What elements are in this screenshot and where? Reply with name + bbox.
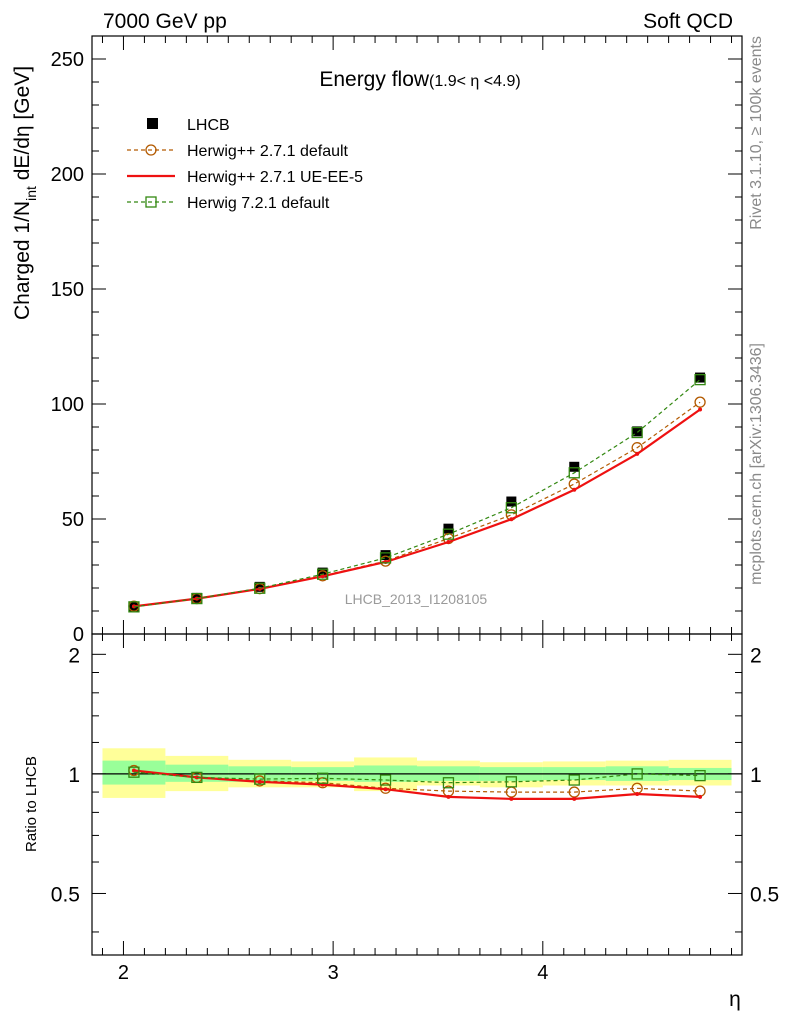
lhcb-data-point-9 [695,372,706,383]
y-title-main: Charged 1/N [11,201,34,320]
ratio-point-herwig7-7 [568,774,580,786]
lhcb-data-point-2 [254,581,265,592]
main-point-herwig7-8 [631,426,643,439]
ratio-point-herwigpp-ueee5-5 [446,794,451,799]
main-point-herwig7-9 [694,373,706,386]
main-point-herwig7-3 [316,568,329,580]
ratio-point-herwigpp-ueee5-8 [635,791,640,796]
ratio-point-herwig7-4 [379,774,392,786]
main-point-herwigpp-ueee5-7 [572,487,577,492]
ratio-point-herwig7-2 [254,773,266,785]
main-point-herwigpp-ueee5-9 [698,407,703,412]
main-point-herwigpp-ueee5-3 [320,574,325,579]
ratio-y-tick-label-left-2: 2 [68,644,80,667]
ratio-point-herwigpp-ueee5-2 [257,779,262,784]
main-point-herwig7-5 [442,528,455,540]
legend-label-herwig7: Herwig 7.2.1 default [187,195,330,212]
main-point-herwigpp-ueee5-8 [635,451,640,456]
ratio-point-herwig7-1 [191,771,203,784]
ratio-y-tick-label-right-2: 2 [750,644,762,667]
legend: LHCB Herwig++ 2.7.1 default Herwig++ 2.7… [127,117,363,212]
ratio-y-tick-label-left-1: 1 [68,764,80,787]
main-y-tick-label-3: 150 [51,279,84,301]
main-point-herwigpp-default-9 [694,396,706,408]
legend-label-herwigpp-ueee5: Herwig++ 2.7.1 UE-EE-5 [187,169,363,186]
main-line-herwigpp-default [133,401,701,607]
main-line-herwig7 [133,379,701,608]
ratio-point-herwig7-9 [694,769,706,782]
ratio-point-herwigpp-ueee5-0 [131,768,136,773]
legend-marker-lhcb [147,118,158,129]
main-y-tick-label-0: 0 [73,624,84,646]
lhcb-data-point-7 [569,461,580,472]
lhcb-data-point-6 [506,496,517,507]
mcplots-label: mcplots.cern.ch [arXiv:1306.3436] [748,343,765,585]
lhcb-data-point-3 [317,567,328,578]
legend-label-lhcb: LHCB [187,117,230,134]
axes-layer: 0 50 100 150 200 250 2 3 4 0.5 0.5 1 1 2 2 [51,35,779,984]
legend-marker-herwigpp-default [145,144,157,156]
ratio-y-axis-title: Ratio to LHCB [23,756,40,852]
header-right: Soft QCD [643,10,733,33]
analysis-watermark: LHCB_2013_I1208105 [345,591,488,607]
plot-title-range: (1.9< η <4.9) [429,73,521,90]
rivet-label: Rivet 3.1.10, ≥ 100k events [748,36,765,230]
x-tick-label-0: 2 [118,962,129,984]
ratio-point-herwigpp-ueee5-4 [383,787,388,792]
ratio-line-herwigpp-ueee5 [133,769,701,801]
ratio-point-herwig7-3 [316,772,329,784]
main-point-herwig7-6 [505,502,518,514]
lhcb-data-point-8 [632,426,643,437]
ratio-point-herwig7-8 [631,768,643,780]
ratio-point-herwigpp-ueee5-6 [509,796,514,801]
y-title-tail: dE/dη [GeV] [11,66,34,186]
main-line-herwigpp-ueee5 [133,408,701,608]
main-panel-layer [128,372,706,613]
header-left: 7000 GeV pp [103,10,227,33]
legend-marker-herwig7 [145,196,157,208]
main-point-herwigpp-ueee5-6 [509,517,514,522]
ratio-y-tick-label-right-1: 1 [750,764,762,787]
ratio-panel-layer [92,748,742,801]
main-y-tick-label-1: 50 [62,509,84,531]
plot-title: Energy flow(1.9< η <4.9) [319,68,520,91]
ratio-point-herwig7-0 [128,766,140,778]
lhcb-data-point-4 [380,550,391,561]
plot-title-main: Energy flow [319,68,430,91]
main-y-axis-title: Charged 1/Nint dE/dη [GeV] [11,66,39,320]
main-point-herwigpp-ueee5-5 [446,540,451,544]
ratio-point-herwigpp-ueee5-7 [572,796,577,801]
main-y-tick-label-4: 200 [51,164,84,186]
main-y-tick-label-5: 250 [51,49,84,71]
main-point-herwig7-4 [379,552,392,564]
ratio-y-tick-label-left-0: 0.5 [51,883,80,906]
ratio-y-tick-label-right-0: 0.5 [750,883,779,906]
main-point-herwig7-1 [191,592,203,605]
ratio-point-herwig7-5 [442,777,455,789]
main-point-herwig7-2 [254,582,266,594]
ratio-line-herwig7 [133,771,701,784]
legend-label-herwigpp-default: Herwig++ 2.7.1 default [187,143,349,160]
main-point-herwig7-0 [128,601,140,613]
ratio-point-herwigpp-ueee5-9 [698,794,703,799]
ratio-point-herwig7-6 [505,776,518,788]
x-axis-title: η [729,988,741,1011]
x-tick-label-1: 3 [328,962,339,984]
main-point-herwig7-7 [568,467,580,479]
x-tick-label-2: 4 [537,962,548,984]
y-title-sub: int [23,186,39,201]
main-y-tick-label-2: 100 [51,394,84,416]
